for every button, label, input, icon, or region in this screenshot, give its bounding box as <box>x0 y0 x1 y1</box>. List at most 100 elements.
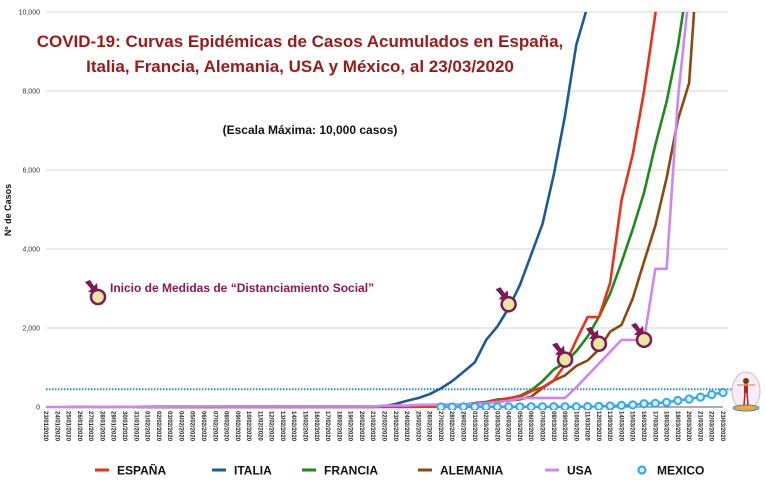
x-tick-label: 29/01/2020 <box>110 411 116 442</box>
highlight-ring <box>556 351 574 368</box>
y-tick-label: 4,000 <box>22 247 40 254</box>
x-tick-label: 02/03/2020 <box>482 411 488 442</box>
mexico-data-point <box>515 402 525 410</box>
x-tick-label: 10/02/2020 <box>245 411 251 442</box>
mexico-data-point <box>549 402 559 410</box>
mexico-data-point <box>537 402 548 410</box>
legend: ESPAÑA ITALIA FRANCIA ALEMANIA USA MEXICO <box>95 463 704 478</box>
x-tick-label: 26/02/2020 <box>426 411 432 442</box>
highlight-ring <box>500 296 517 313</box>
mexico-data-point <box>481 402 491 410</box>
arrow-marker-icon <box>85 280 107 306</box>
x-tick-label: 01/02/2020 <box>144 411 150 442</box>
x-tick-label: 20/02/2020 <box>358 411 364 442</box>
highlight-ring <box>635 331 653 349</box>
figure-icon <box>731 371 761 412</box>
x-tick-label: 31/01/2020 <box>132 411 138 442</box>
mexico-data-point <box>447 402 457 410</box>
x-tick-label: 23/02/2020 <box>392 411 398 442</box>
x-tick-label: 02/02/2020 <box>155 411 161 442</box>
x-tick-label: 01/03/2020 <box>471 411 477 442</box>
x-tick-label: 27/01/2020 <box>87 411 93 442</box>
x-tick-label: 20/03/2020 <box>685 411 691 442</box>
x-tick-label: 30/01/2020 <box>121 411 127 442</box>
legend-item-mexico: MEXICO <box>637 464 704 478</box>
x-tick-label: 10/03/2020 <box>572 411 578 442</box>
mexico-data-point <box>504 402 514 410</box>
x-tick-label: 08/03/2020 <box>550 411 556 442</box>
chart-subtitle: (Escala Máxima: 10,000 casos) <box>223 123 398 137</box>
x-tick-label: 15/03/2020 <box>629 411 635 442</box>
legend-label: MEXICO <box>657 464 704 478</box>
x-tick-label: 05/02/2020 <box>189 411 195 442</box>
x-tick-label: 03/02/2020 <box>166 411 172 442</box>
mexico-data-point <box>560 402 570 410</box>
x-tick-label: 06/02/2020 <box>200 411 206 442</box>
mexico-data-point <box>650 398 660 408</box>
annotation-marker-francia <box>552 342 574 368</box>
x-tick-label: 26/01/2020 <box>76 411 82 442</box>
x-tick-label: 19/03/2020 <box>674 411 680 442</box>
mexico-data-point <box>605 401 615 410</box>
x-tick-label: 17/03/2020 <box>651 411 657 442</box>
y-tick-label: 10,000 <box>19 10 41 17</box>
x-tick-label: 04/02/2020 <box>177 411 183 442</box>
legend-item-francia: FRANCIA <box>302 464 378 478</box>
x-tick-label: 24/01/2020 <box>53 411 59 442</box>
x-tick-label: 23/03/2020 <box>719 411 725 442</box>
mexico-data-point <box>458 402 469 410</box>
annotation-marker-usa <box>631 322 653 349</box>
mexico-data-point <box>492 402 502 410</box>
mexico-data-point <box>639 399 649 409</box>
x-tick-label: 15/02/2020 <box>302 411 308 442</box>
y-tick-label: 0 <box>36 405 40 412</box>
legend-label: ESPAÑA <box>117 463 166 478</box>
mexico-data-point <box>436 402 446 410</box>
mexico-data-point <box>571 402 581 410</box>
x-tick-label: 04/03/2020 <box>505 411 511 442</box>
chart-title-line-2: Italia, Francia, Alemania, USA y México,… <box>86 57 514 76</box>
x-tick-label: 25/02/2020 <box>414 411 420 442</box>
x-tick-label: 06/03/2020 <box>527 411 533 442</box>
annotation-label: Inicio de Medidas de “Distanciamiento So… <box>110 281 374 295</box>
annotation-marker-alemania <box>585 326 608 353</box>
x-tick-label: 16/03/2020 <box>640 411 646 442</box>
x-tick-label: 27/02/2020 <box>437 411 443 442</box>
x-tick-label: 13/03/2020 <box>606 411 612 442</box>
mexico-data-point <box>616 400 627 410</box>
y-tick-label: 6,000 <box>22 168 40 175</box>
x-tick-label: 23/01/2020 <box>42 411 48 442</box>
highlight-ring <box>590 335 608 353</box>
chart-title-line-1: COVID-19: Curvas Epidémicas de Casos Acu… <box>37 32 564 51</box>
x-tick-label: 18/03/2020 <box>663 411 669 442</box>
x-tick-label: 22/03/2020 <box>708 411 714 442</box>
series-lines <box>46 12 728 410</box>
annotation-legend: Inicio de Medidas de “Distanciamiento So… <box>85 280 374 306</box>
annotation-markers <box>495 287 653 368</box>
x-tick-label: 09/03/2020 <box>561 411 567 442</box>
legend-label: FRANCIA <box>324 464 378 478</box>
x-tick-label: 17/02/2020 <box>324 411 330 442</box>
mexico-data-point <box>594 401 604 410</box>
legend-swatch <box>637 465 647 475</box>
legend-item-usa: USA <box>545 464 593 478</box>
x-tick-label: 19/02/2020 <box>347 411 353 442</box>
x-tick-label: 21/02/2020 <box>369 411 375 442</box>
series-line-usa <box>46 12 689 409</box>
x-tick-label: 13/02/2020 <box>279 411 285 442</box>
mexico-data-point <box>661 397 672 407</box>
legend-label: ALEMANIA <box>440 464 504 478</box>
annotation-marker-italia <box>495 287 517 313</box>
x-tick-label: 16/02/2020 <box>313 411 319 442</box>
x-tick-label: 11/03/2020 <box>584 411 590 441</box>
x-tick-label: 11/02/2020 <box>256 411 262 441</box>
x-tick-label: 18/02/2020 <box>335 411 341 442</box>
x-tick-label: 12/03/2020 <box>595 411 601 442</box>
legend-label: USA <box>567 464 593 478</box>
y-axis-label: Nº de Casos <box>3 184 13 236</box>
x-tick-label: 28/01/2020 <box>98 411 104 442</box>
x-tick-label: 28/02/2020 <box>448 411 454 442</box>
mexico-data-point <box>628 400 638 410</box>
x-tick-label: 05/03/2020 <box>516 411 522 442</box>
